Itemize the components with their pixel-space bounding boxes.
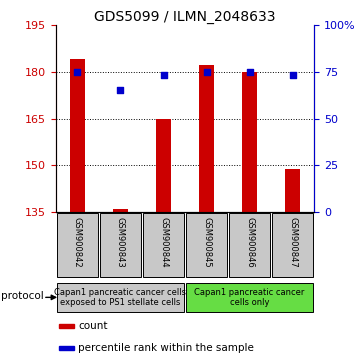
Bar (229, 213, 270, 277)
Point (161, 73, 166, 78)
Point (118, 87, 123, 93)
Bar (57, 283, 184, 312)
Text: GSM900843: GSM900843 (116, 217, 125, 268)
Text: GSM900846: GSM900846 (245, 217, 254, 268)
Text: Capan1 pancreatic cancer
cells only: Capan1 pancreatic cancer cells only (194, 288, 305, 307)
Point (247, 69, 252, 74)
Text: GSM900844: GSM900844 (159, 217, 168, 268)
Bar (156, 119, 171, 212)
Point (75, 69, 81, 74)
Point (290, 73, 295, 78)
Bar (199, 65, 214, 212)
Text: count: count (78, 321, 107, 331)
Bar (272, 213, 313, 277)
Title: GDS5099 / ILMN_2048633: GDS5099 / ILMN_2048633 (94, 10, 276, 24)
Text: protocol: protocol (1, 291, 44, 301)
Bar (143, 213, 184, 277)
Bar (186, 283, 313, 312)
Text: GSM900847: GSM900847 (288, 217, 297, 268)
Text: GSM900845: GSM900845 (202, 217, 211, 268)
Bar (70, 59, 85, 212)
Bar (100, 213, 141, 277)
Bar (186, 213, 227, 277)
Bar (58, 324, 74, 328)
Bar (113, 209, 128, 212)
Bar (57, 213, 98, 277)
Bar (242, 72, 257, 212)
Text: Capan1 pancreatic cancer cells
exposed to PS1 stellate cells: Capan1 pancreatic cancer cells exposed t… (55, 288, 187, 307)
Bar (58, 346, 74, 350)
Text: percentile rank within the sample: percentile rank within the sample (78, 343, 254, 353)
Point (204, 69, 209, 74)
Bar (285, 169, 300, 212)
Text: GSM900842: GSM900842 (73, 217, 82, 268)
